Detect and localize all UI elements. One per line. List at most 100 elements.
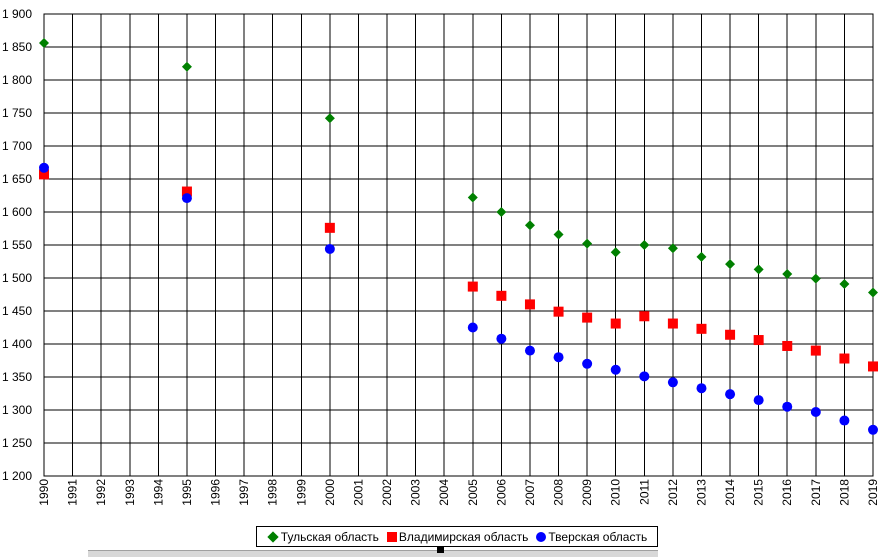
y-tick-label: 1 250: [2, 436, 32, 450]
x-tick-label: 2007: [523, 479, 537, 506]
x-tick-label: 2009: [580, 479, 594, 506]
y-axis-tick-labels: 1 200 1 250 1 300 1 350 1 400 1 450 1 500 1 550…: [2, 7, 32, 483]
data-point-diamond: [839, 278, 850, 289]
legend-circle-marker: [536, 531, 547, 542]
legend-label-series-1: Владимирская область: [398, 529, 529, 544]
data-point-circle: [582, 358, 593, 369]
x-tick-label: 2003: [409, 479, 423, 506]
data-point-square: [496, 290, 507, 301]
x-tick-label: 2017: [809, 479, 823, 506]
y-tick-label: 1 800: [2, 73, 32, 87]
data-point-diamond: [553, 229, 564, 240]
data-point-circle: [39, 162, 49, 173]
data-point-circle: [839, 415, 850, 426]
x-axis-tick-labels: 1990 1991 1992 1993 1994 1995 1996 1997 1998 1999…: [37, 479, 880, 506]
x-tick-label: 2019: [866, 479, 880, 506]
resize-handle[interactable]: [437, 546, 444, 553]
data-point-square: [610, 318, 621, 329]
data-point-diamond: [181, 61, 192, 72]
x-tick-label: 1992: [94, 479, 108, 506]
x-tick-label: 1997: [237, 479, 251, 506]
x-tick-label: 1995: [180, 479, 194, 506]
x-tick-label: 2008: [552, 479, 566, 506]
legend-item-series-2: Тверская область: [536, 530, 647, 544]
x-tick-label: 1993: [123, 479, 137, 506]
x-tick-label: 2018: [837, 479, 851, 506]
x-tick-label: 1998: [266, 479, 280, 506]
x-tick-label: 2002: [380, 479, 394, 506]
data-point-diamond: [810, 273, 821, 284]
x-tick-label: 2000: [323, 479, 337, 506]
legend: Тульская область Владимирская область Тв…: [256, 526, 658, 547]
x-tick-label: 2010: [609, 479, 623, 506]
data-point-circle: [782, 401, 793, 412]
data-point-square: [868, 361, 878, 372]
data-point-diamond: [467, 192, 478, 203]
data-point-circle: [553, 352, 564, 363]
data-point-circle: [496, 333, 507, 344]
y-tick-label: 1 900: [2, 7, 32, 21]
x-tick-label: 1996: [209, 479, 223, 506]
y-tick-label: 1 400: [2, 337, 32, 351]
data-point-square: [39, 169, 49, 180]
y-tick-label: 1 750: [2, 106, 32, 120]
data-point-square: [810, 345, 821, 356]
legend-label-series-2: Тверская область: [548, 529, 648, 544]
data-point-square: [696, 323, 707, 334]
y-tick-label: 1 300: [2, 403, 32, 417]
x-tick-label: 1990: [37, 479, 51, 506]
data-point-circle: [524, 345, 535, 356]
y-tick-label: 1 600: [2, 205, 32, 219]
data-point-diamond: [39, 38, 49, 49]
y-tick-label: 1 700: [2, 139, 32, 153]
grid: [43, 13, 874, 477]
data-point-circle: [868, 424, 878, 435]
data-point-circle: [696, 383, 707, 394]
x-tick-label: 2011: [637, 479, 651, 505]
data-point-square: [324, 222, 335, 233]
plot-area-border: [43, 13, 874, 477]
y-tick-label: 1 350: [2, 370, 32, 384]
x-tick-label: 2012: [666, 479, 680, 506]
x-tick-label: 2013: [694, 479, 708, 506]
data-point-circle: [610, 364, 621, 375]
data-point-square: [782, 340, 793, 351]
legend-diamond-marker: [267, 530, 279, 543]
data-point-diamond: [324, 113, 335, 124]
data-point-circle: [753, 395, 764, 406]
data-point-square: [553, 306, 564, 317]
y-tick-label: 1 500: [2, 271, 32, 285]
data-point-square: [753, 335, 764, 346]
y-tick-label: 1 550: [2, 238, 32, 252]
data-point-square: [181, 186, 192, 197]
series-2: [39, 162, 878, 435]
series-1: [39, 169, 878, 372]
x-tick-label: 1991: [66, 479, 80, 506]
y-tick-label: 1 200: [2, 469, 32, 483]
x-tick-label: 1994: [151, 479, 165, 506]
data-point-diamond: [667, 243, 678, 254]
horizontal-scrollbar[interactable]: [88, 550, 658, 557]
data-point-diamond: [753, 264, 764, 275]
data-point-square: [582, 312, 593, 323]
data-point-circle: [810, 406, 821, 417]
data-point-circle: [181, 193, 192, 204]
legend-item-series-0: Тульская область: [267, 530, 379, 544]
data-point-square: [725, 329, 736, 340]
x-tick-label: 2016: [780, 479, 794, 506]
series-0: [39, 38, 878, 298]
data-point-circle: [324, 243, 335, 254]
y-tick-label: 1 850: [2, 40, 32, 54]
data-point-square: [639, 311, 650, 322]
data-point-diamond: [639, 240, 650, 250]
y-tick-label: 1 450: [2, 304, 32, 318]
data-point-circle: [667, 377, 678, 388]
data-point-diamond: [868, 287, 878, 298]
data-point-diamond: [782, 269, 793, 280]
data-point-square: [467, 281, 478, 292]
data-point-square: [667, 318, 678, 329]
x-tick-label: 2006: [494, 479, 508, 506]
data-point-circle: [467, 322, 478, 333]
legend-label-series-0: Тульская область: [280, 529, 379, 544]
